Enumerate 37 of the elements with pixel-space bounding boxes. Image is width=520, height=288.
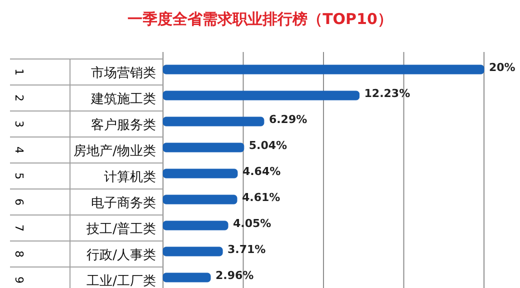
- text: 2: [12, 94, 26, 102]
- bar: [162, 194, 238, 204]
- data-label: 2.96%: [216, 269, 254, 282]
- data-label: 3.71%: [228, 243, 266, 256]
- text: 7: [12, 224, 26, 232]
- bar: [162, 142, 244, 152]
- data-label: 4.64%: [242, 165, 281, 178]
- data-label: 4.05%: [233, 217, 272, 230]
- y-tick-label: 市场营销类: [91, 66, 156, 81]
- y-tick-label: 房地产/物业类: [74, 143, 156, 159]
- text: 3: [12, 120, 26, 128]
- bar: [162, 168, 238, 178]
- y-tick-label: 工业/工厂类: [86, 274, 156, 288]
- data-label: 4.61%: [242, 191, 280, 204]
- y-tick-label: 电子商务类: [91, 196, 156, 211]
- text: 8: [12, 250, 26, 258]
- y-tick-label: 客户服务类: [91, 117, 156, 133]
- y-tick-label: 计算机类: [104, 170, 156, 185]
- bar: [162, 220, 228, 230]
- text: 6: [12, 198, 26, 206]
- bar: [162, 246, 223, 256]
- bar: [162, 116, 264, 126]
- text: 1: [12, 68, 26, 76]
- data-label: 20%: [489, 61, 516, 74]
- text: 4: [12, 146, 26, 154]
- bar: [162, 90, 360, 100]
- data-label: 6.29%: [268, 113, 308, 126]
- data-label: 12.23%: [364, 87, 410, 100]
- text: 9: [12, 276, 26, 284]
- text: 5: [12, 172, 26, 180]
- y-tick-label: 技工/普工类: [86, 221, 156, 237]
- chart-title: 一季度全省需求职业排行榜（TOP10）: [128, 10, 392, 28]
- bar: [162, 272, 211, 282]
- y-tick-label: 建筑施工类: [90, 92, 156, 107]
- bar: [162, 64, 484, 74]
- y-tick-label: 行政/人事类: [86, 248, 156, 263]
- data-label: 5.04%: [248, 139, 288, 152]
